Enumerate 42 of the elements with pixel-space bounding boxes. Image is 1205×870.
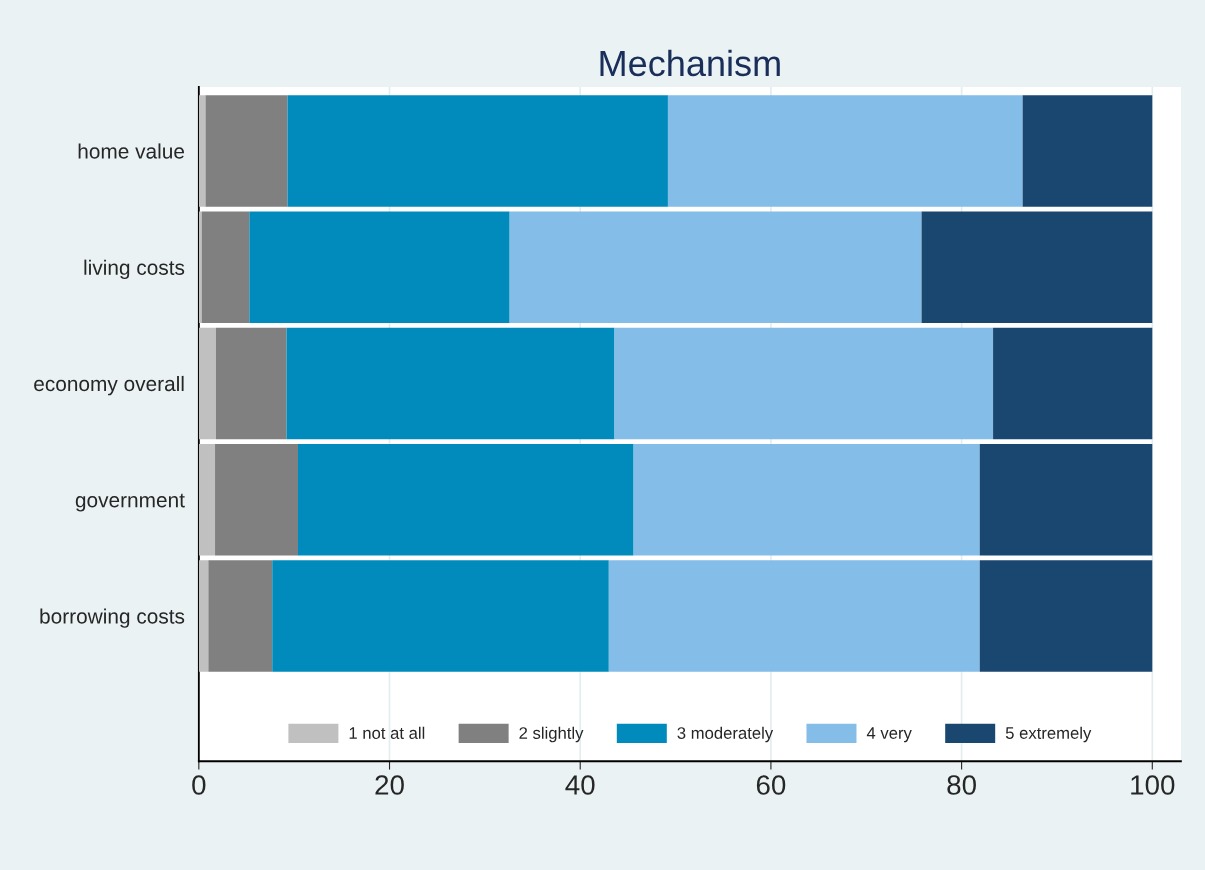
x-tick-label: 40 [565,775,595,795]
bar [509,211,922,323]
y-tick-label: economy overall [34,375,184,396]
bar [198,95,206,207]
bar [215,443,298,556]
x-tick-label: 80 [947,775,976,795]
legend-label: 3 moderately [677,726,774,743]
bar [198,443,216,556]
legend-label: 1 not at all [349,726,425,739]
y-tick-label: home value [78,143,185,159]
bar [993,327,1153,440]
bar [286,327,615,440]
bar [198,327,216,440]
legend-label: 4 very [866,727,912,743]
legend-label: 5 extremely [1005,726,1092,743]
bar [633,443,980,556]
x-tick-label: 20 [375,775,404,795]
bar [201,211,250,323]
bar [921,211,1153,323]
bar [1022,95,1153,207]
bar [198,211,202,323]
bar [249,211,510,323]
legend-label: 2 slightly [519,726,584,743]
bar [979,560,1153,672]
bar [215,327,287,440]
bar [667,95,1023,207]
bar [198,560,209,672]
y-tick-label: living costs [84,259,185,280]
bar [287,95,668,207]
bar [272,560,609,672]
bar [979,443,1153,556]
x-tick-label: 100 [1131,775,1175,795]
chart-title: Mechanism [600,49,780,77]
bar [205,95,288,207]
y-tick-label: government [75,493,185,512]
bar [297,443,634,556]
x-tick-label: 0 [192,775,206,795]
bar [614,327,994,440]
x-tick-label: 60 [756,775,786,795]
bar [608,560,980,672]
y-tick-label: borrowing costs [40,608,185,628]
bar [208,560,273,672]
